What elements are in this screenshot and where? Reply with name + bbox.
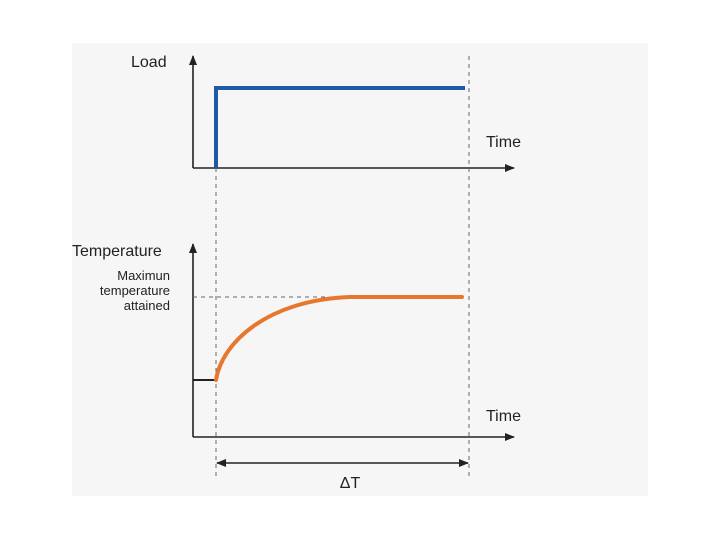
temperature-axis-label: Temperature xyxy=(72,243,162,260)
figure-panel xyxy=(72,43,648,496)
load-step-line xyxy=(214,86,465,168)
top-time-label: Time xyxy=(486,134,521,151)
bottom-time-label: Time xyxy=(486,408,521,425)
max-temp-label-line-1: Maximun xyxy=(117,268,170,283)
max-temp-label-line-3: attained xyxy=(124,298,170,313)
load-axis-label: Load xyxy=(131,54,167,71)
temperature-curve xyxy=(214,295,464,382)
max-temp-label-line-2: temperature xyxy=(100,283,170,298)
delta-t-label: ΔT xyxy=(340,475,361,492)
